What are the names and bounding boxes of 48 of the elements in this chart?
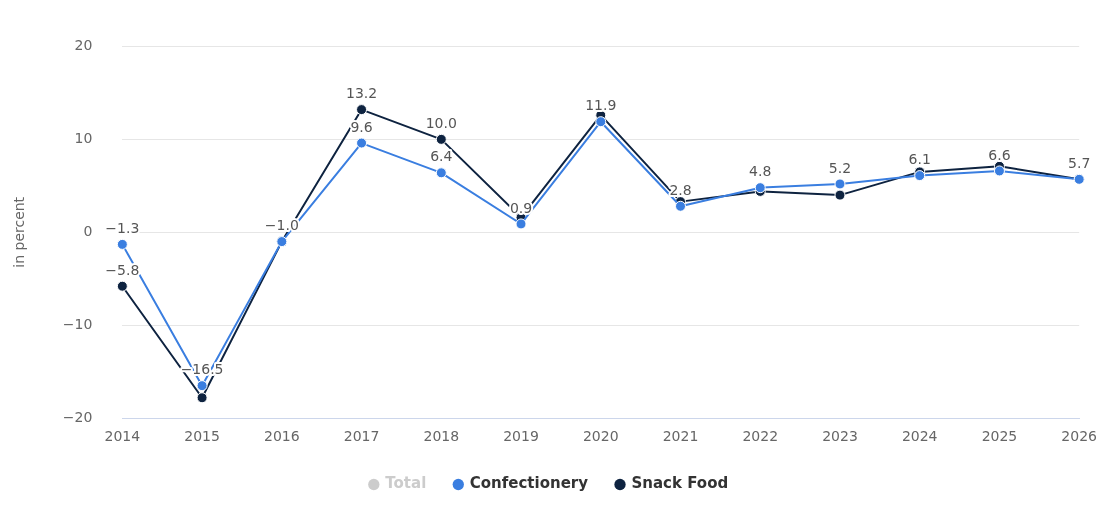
point [834, 189, 846, 201]
y-tick-label: 0 [83, 222, 93, 239]
data-label: 4.8 [749, 163, 772, 180]
x-tick-label: 2020 [582, 428, 619, 445]
point [356, 104, 368, 116]
point [196, 380, 208, 392]
data-label: −1.3 [105, 220, 140, 237]
x-tick-label: 2025 [981, 428, 1018, 445]
point [515, 218, 527, 230]
data-label: 11.9 [585, 97, 617, 114]
data-label: 6.1 [908, 151, 931, 168]
x-tick-label: 2015 [184, 428, 220, 445]
x-tick-label: 2014 [104, 428, 141, 445]
data-label: 6.6 [988, 146, 1011, 163]
legend-label: Confectionery [469, 474, 589, 493]
point [595, 116, 607, 128]
x-tick-label: 2021 [662, 428, 699, 445]
x-tick-label: 2024 [901, 428, 938, 445]
y-tick-label: 10 [74, 129, 93, 146]
x-tick-label: 2022 [742, 428, 779, 445]
data-label: 2.8 [669, 181, 692, 198]
point [116, 238, 128, 250]
legend-label: Snack Food [631, 474, 729, 493]
data-label: 13.2 [345, 85, 378, 102]
point [675, 200, 686, 212]
point [914, 170, 926, 182]
y-tick-label: −20 [62, 408, 93, 425]
data-label: 5.7 [1068, 154, 1091, 171]
point [435, 167, 447, 179]
y-axis-title: in percent [11, 196, 28, 268]
point [116, 280, 128, 292]
y-tick-label: −10 [62, 315, 93, 332]
data-label: 9.6 [350, 118, 373, 135]
x-tick-label: 2019 [503, 428, 539, 445]
x-tick-label: 2018 [423, 428, 460, 445]
x-tick-label: 2017 [343, 428, 380, 445]
data-label: 5.2 [828, 159, 852, 176]
point [435, 133, 447, 145]
x-tick-label: 2026 [1061, 428, 1098, 445]
point [993, 165, 1005, 177]
point [356, 137, 368, 149]
point [834, 178, 846, 190]
x-tick-label: 2023 [822, 428, 858, 445]
point [196, 392, 208, 404]
x-tick-label: 2016 [264, 428, 300, 445]
data-label: 6.4 [430, 148, 453, 165]
y-tick-label: 20 [74, 37, 93, 54]
data-label: 10.0 [425, 114, 457, 131]
